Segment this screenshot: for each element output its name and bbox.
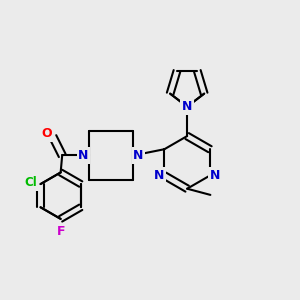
Text: N: N [154,169,164,182]
Text: N: N [133,149,143,162]
Text: N: N [210,169,220,182]
Text: F: F [56,225,65,238]
Text: N: N [78,149,89,162]
Text: N: N [182,100,192,113]
Text: O: O [41,127,52,140]
Text: Cl: Cl [24,176,37,189]
